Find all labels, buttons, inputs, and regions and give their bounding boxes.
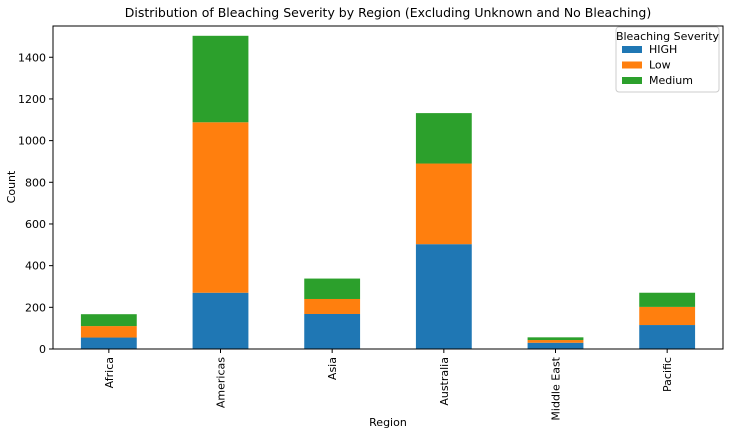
x-tick-label: Pacific <box>661 357 674 392</box>
bar-medium-middle-east <box>527 337 584 341</box>
chart-title: Distribution of Bleaching Severity by Re… <box>125 5 651 20</box>
y-tick-label: 0 <box>39 343 46 356</box>
x-tick-label: Americas <box>215 357 228 408</box>
x-axis: Africa Americas Asia Australia Middle East Pa… <box>103 349 674 421</box>
bar-high-middle-east <box>527 342 584 349</box>
bar-high-africa <box>80 337 137 349</box>
x-tick-label: Middle East <box>550 356 563 420</box>
y-tick-label: 400 <box>25 260 46 273</box>
y-tick-label: 600 <box>25 218 46 231</box>
bar-low-australia <box>415 163 472 245</box>
legend-label-high: HIGH <box>649 43 677 56</box>
y-axis: 0 200 400 600 800 1000 1200 1400 <box>18 51 53 356</box>
y-tick-label: 800 <box>25 176 46 189</box>
bar-medium-americas <box>192 35 249 123</box>
legend-label-low: Low <box>649 59 671 72</box>
bar-high-americas <box>192 292 249 349</box>
bar-low-middle-east <box>527 340 584 343</box>
bar-high-australia <box>415 244 472 349</box>
x-axis-title: Region <box>369 416 407 429</box>
bar-low-africa <box>80 326 137 338</box>
y-tick-label: 200 <box>25 301 46 314</box>
x-tick-label: Australia <box>438 357 451 406</box>
bar-medium-africa <box>80 314 137 327</box>
bar-medium-asia <box>304 278 361 299</box>
y-tick-label: 1400 <box>18 51 46 64</box>
bar-low-pacific <box>639 306 696 326</box>
bar-low-americas <box>192 122 249 293</box>
x-tick-label: Asia <box>326 357 339 380</box>
legend-swatch-high <box>622 46 642 53</box>
legend-title: Bleaching Severity <box>616 30 720 43</box>
legend-swatch-low <box>622 61 642 69</box>
legend-label-medium: Medium <box>649 74 693 87</box>
y-tick-label: 1200 <box>18 93 46 106</box>
bar-high-asia <box>304 313 361 349</box>
bars-group <box>80 35 696 349</box>
bar-high-pacific <box>639 325 696 349</box>
legend-box <box>615 26 720 93</box>
legend-swatch-medium <box>622 77 642 84</box>
bar-low-asia <box>304 298 361 314</box>
bar-medium-australia <box>415 113 472 164</box>
plot-frame <box>52 25 724 350</box>
y-axis-title: Count <box>5 170 18 203</box>
x-tick-label: Africa <box>103 357 116 388</box>
bar-medium-pacific <box>639 292 696 307</box>
y-tick-label: 1000 <box>18 135 46 148</box>
legend: Bleaching Severity HIGH Low Medium <box>615 26 720 93</box>
